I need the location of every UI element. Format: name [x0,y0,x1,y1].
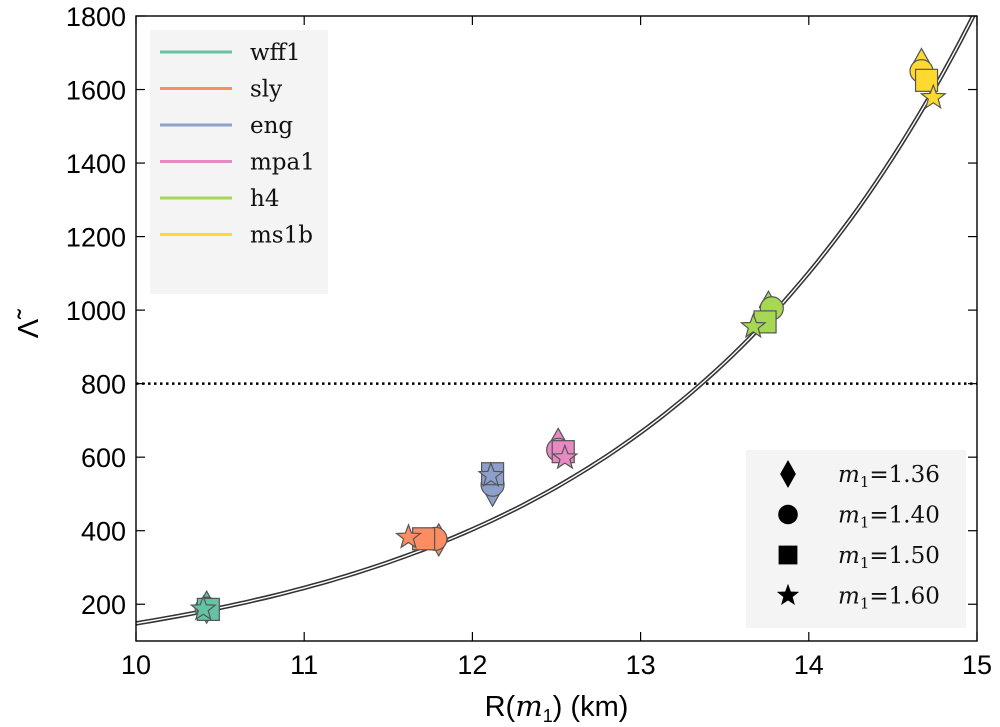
y-tick-label-1400: 1400 [66,149,126,179]
marker-legend-label-circle: m1=1.40 [838,503,940,532]
x-tick-label-14: 14 [794,650,824,680]
point-wff1-star [189,594,217,621]
fit-curve-inner [136,16,975,625]
plot-frame [135,15,978,642]
x-tick-label-12: 12 [457,650,487,680]
legend-label-ms1b: ms1b [250,223,313,249]
x-tick-label-13: 13 [626,650,656,680]
point-ms1b-star [919,83,947,110]
fit-curve [136,16,976,626]
marker-legend-square [778,545,798,565]
legend-label-eng: eng [250,113,293,139]
legend-label-wff1: wff1 [250,40,301,66]
point-mpa1-star [551,443,579,470]
x-axis-title: R(m1) (km) [485,689,629,726]
legend-label-sly: sly [250,77,282,103]
y-axis-title: Λ̃ [13,309,45,338]
x-tick-label-11: 11 [290,650,318,680]
y-tick-label-1800: 1800 [66,2,126,32]
legend-label-mpa1: mpa1 [250,150,315,176]
x-tick-label-10: 10 [121,650,151,680]
marker-legend-label-star: m1=1.60 [838,584,940,613]
y-tick-label-1600: 1600 [66,76,126,106]
point-sly-star [394,523,423,549]
y-tick-label-1200: 1200 [66,223,126,253]
y-tick-label-800: 800 [81,370,126,400]
marker-legend-star [776,583,800,605]
mass-legend-background [746,450,966,628]
x-tick-label-15: 15 [962,650,992,680]
y-tick-label-200: 200 [81,590,126,620]
marker-legend-label-square: m1=1.50 [838,543,940,572]
point-ms1b-square [914,68,939,92]
marker-legend-label-diamond: m1=1.36 [838,462,940,491]
y-tick-label-600: 600 [81,443,126,473]
marker-legend-circle [778,504,798,525]
y-tick-label-400: 400 [81,517,126,547]
point-h4-star [739,312,767,339]
marker-legend-diamond [780,459,796,489]
y-tick-label-1000: 1000 [66,296,126,326]
legend-label-h4: h4 [250,186,279,212]
point-eng-star [477,461,505,488]
